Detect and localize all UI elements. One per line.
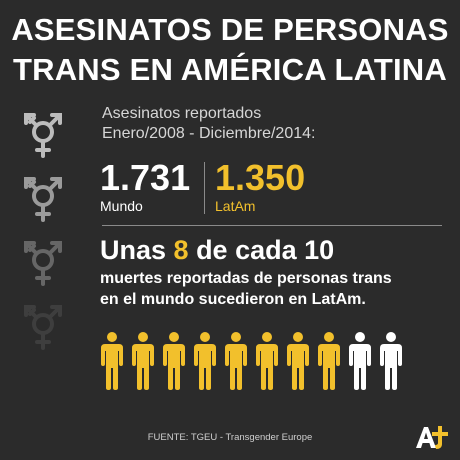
headline-prefix: Unas xyxy=(100,235,174,265)
person-icon xyxy=(101,332,123,390)
title-line-2: TRANS EN AMÉRICA LATINA xyxy=(13,52,447,87)
transgender-symbols-column xyxy=(18,108,74,364)
description-line-2: en el mundo sucedieron en LatAm. xyxy=(100,291,366,308)
person-icon xyxy=(132,332,154,390)
person-icon xyxy=(256,332,278,390)
period-subtitle: Asesinatos reportados Enero/2008 - Dicie… xyxy=(102,104,442,144)
person-pictogram xyxy=(100,332,450,394)
world-stat: 1.731 Mundo xyxy=(100,157,191,215)
person-icon xyxy=(194,332,216,390)
person-icon xyxy=(349,332,371,390)
transgender-symbol-icon xyxy=(24,113,62,158)
latam-value: 1.350 xyxy=(215,157,306,198)
headline: Unas 8 de cada 10 xyxy=(100,234,450,266)
person-icon xyxy=(163,332,185,390)
headline-total: 10 xyxy=(304,235,335,265)
description: muertes reportadas de personas trans en … xyxy=(100,268,450,310)
transgender-symbol-icon xyxy=(24,241,62,286)
person-icon xyxy=(380,332,402,390)
transgender-symbol-icon xyxy=(24,177,62,222)
page-title: ASESINATOS DE PERSONAS TRANS EN AMÉRICA … xyxy=(0,10,460,90)
subtitle-line-1: Asesinatos reportados xyxy=(102,105,262,122)
person-icon xyxy=(225,332,247,390)
section-divider xyxy=(102,225,442,226)
world-value: 1.731 xyxy=(100,157,191,198)
person-icon xyxy=(287,332,309,390)
latam-stat: 1.350 LatAm xyxy=(215,157,306,215)
aj-plus-logo xyxy=(416,426,448,449)
title-line-1: ASESINATOS DE PERSONAS xyxy=(11,12,449,47)
source-note: FUENTE: TGEU - Transgender Europe xyxy=(147,432,313,443)
person-icon xyxy=(318,332,340,390)
headline-number: 8 xyxy=(173,235,189,265)
latam-label: LatAm xyxy=(215,198,256,214)
headline-middle: de cada xyxy=(188,235,305,265)
stat-divider xyxy=(204,162,205,214)
world-label: Mundo xyxy=(100,198,143,214)
subtitle-line-2: Enero/2008 - Diciembre/2014: xyxy=(102,125,316,142)
description-line-1: muertes reportadas de personas trans xyxy=(100,270,392,287)
transgender-symbol-icon xyxy=(24,305,62,350)
